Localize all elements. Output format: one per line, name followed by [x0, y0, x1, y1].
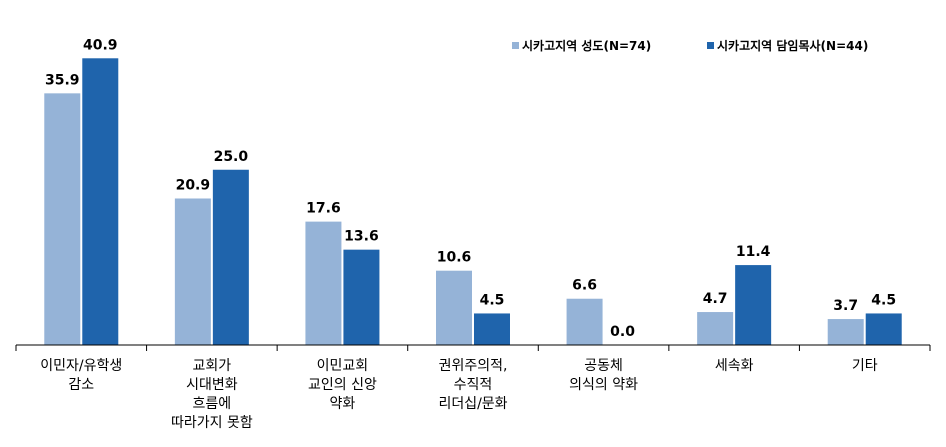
category-label-line: 이민자/유학생 — [40, 358, 122, 374]
bar-series-1-cat-1 — [44, 93, 81, 345]
value-labels-layer: 35.9 40.9 20.925.0 17.613.6 10.6 4.5 6.6 0.0 4.7… — [45, 37, 896, 340]
category-label-line: 따라가지 못함 — [171, 415, 253, 431]
category-label-line: 약화 — [330, 396, 356, 412]
category-label-line: 리더십/문화 — [438, 396, 507, 412]
legend-label-2: 시카고지역 담임목사(N=44) — [717, 38, 868, 53]
bar-series-1-cat-7 — [827, 319, 864, 345]
bar-series-1-cat-2 — [174, 198, 211, 345]
bar-series-2-cat-3 — [343, 249, 380, 345]
bar-series-1-cat-3 — [305, 221, 342, 345]
category-label-line: 기타 — [852, 358, 878, 374]
bar-series-1-cat-5 — [566, 298, 603, 345]
legend: 시카고지역 성도(N=74) 시카고지역 담임목사(N=44) — [512, 38, 868, 53]
category-label-line: 권위주의적, — [439, 358, 508, 374]
bar-series-2-cat-6 — [735, 265, 772, 345]
category-label-line: 의식의 약화 — [569, 377, 638, 393]
category-label-line: 시대변화 — [186, 377, 238, 393]
legend-swatch-2 — [707, 42, 714, 49]
data-label-series-1-cat-1: 35.9 — [45, 72, 80, 88]
bars-layer — [44, 58, 902, 345]
category-label-7: 기타 — [852, 358, 878, 374]
category-label-line: 교인의 신앙 — [308, 377, 377, 393]
bar-series-1-cat-4 — [436, 270, 472, 345]
data-label-series-1-cat-4: 10.6 — [437, 250, 472, 266]
bar-series-2-cat-7 — [865, 313, 902, 345]
data-label-series-1-cat-7: 3.7 — [833, 298, 858, 314]
bar-series-2-cat-1 — [82, 58, 119, 345]
data-label-series-2-cat-7: 4.5 — [871, 292, 896, 308]
data-label-series-2-cat-6: 11.4 — [736, 244, 771, 260]
category-label-line: 이민교회 — [317, 358, 369, 374]
bar-series-1-cat-6 — [697, 312, 734, 345]
bar-series-2-cat-2 — [212, 169, 249, 345]
bar-series-2-cat-4 — [474, 313, 510, 345]
category-label-line: 공동체 — [584, 358, 623, 374]
category-label-line: 교회가 — [193, 358, 232, 374]
data-label-series-2-cat-1: 40.9 — [83, 37, 118, 53]
data-label-series-2-cat-3: 13.6 — [344, 229, 379, 245]
data-label-series-1-cat-2: 20.9 — [176, 177, 211, 193]
data-label-series-1-cat-3: 17.6 — [306, 201, 341, 217]
category-label-line: 흐름에 — [193, 396, 232, 412]
legend-label-1: 시카고지역 성도(N=74) — [522, 38, 651, 53]
legend-swatch-1 — [512, 42, 519, 49]
category-label-line: 세속화 — [715, 358, 754, 374]
data-label-series-2-cat-2: 25.0 — [214, 149, 249, 165]
x-axis-ticks — [15, 345, 931, 351]
data-label-series-2-cat-4: 4.5 — [480, 292, 505, 308]
data-label-series-1-cat-6: 4.7 — [703, 291, 728, 307]
category-label-line: 감소 — [68, 377, 94, 393]
data-label-series-1-cat-5: 6.6 — [572, 278, 597, 294]
category-label-6: 세속화 — [715, 358, 754, 374]
data-label-series-2-cat-5: 0.0 — [610, 324, 635, 340]
category-label-line: 수직적 — [454, 377, 493, 393]
